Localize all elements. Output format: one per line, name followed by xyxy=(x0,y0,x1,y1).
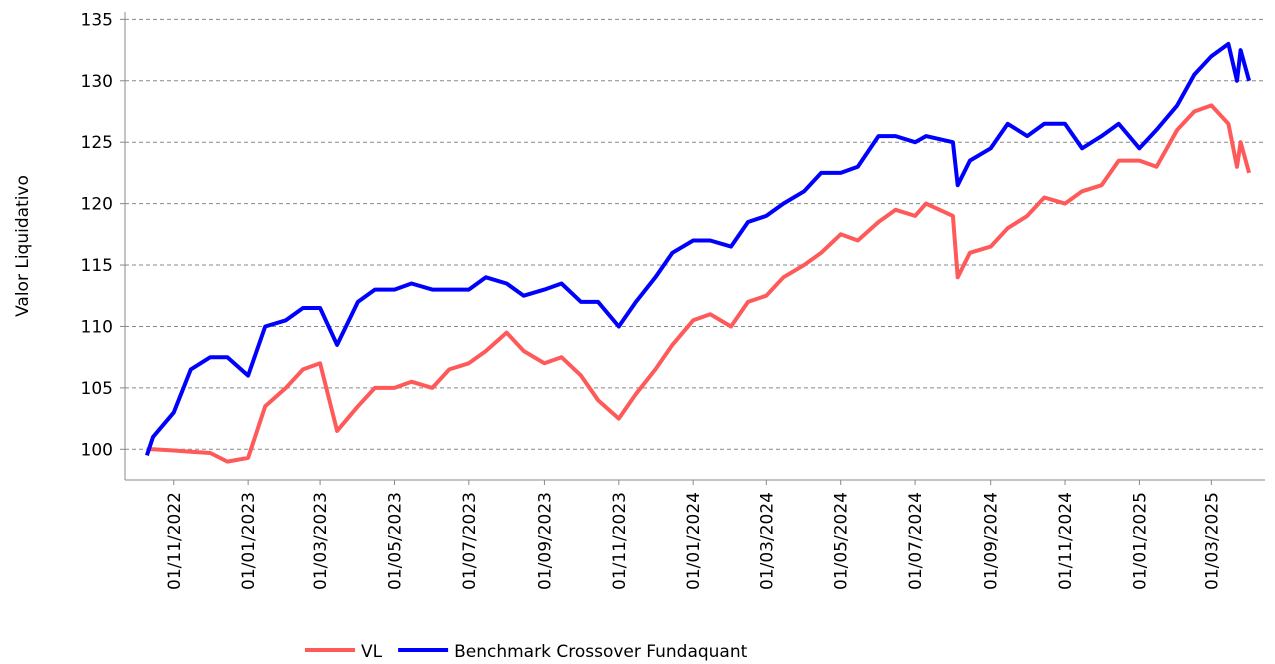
y-tick-label: 130 xyxy=(81,72,113,92)
x-tick-label: 01/03/2025 xyxy=(1202,492,1222,590)
series-line xyxy=(146,103,1252,464)
y-tick-label: 115 xyxy=(81,256,113,276)
y-tick-label: 110 xyxy=(81,317,113,337)
x-tick-label: 01/01/2025 xyxy=(1130,492,1150,590)
x-tick-label: 01/07/2024 xyxy=(906,492,926,590)
legend-label: VL xyxy=(361,642,383,662)
x-tick-label: 01/11/2024 xyxy=(1056,492,1076,590)
y-tick-label: 120 xyxy=(81,195,113,215)
x-tick-label: 01/07/2023 xyxy=(460,492,480,590)
x-tick-label: 01/05/2024 xyxy=(832,492,852,590)
x-tick-label: 01/11/2022 xyxy=(165,492,185,590)
x-tick-label: 01/09/2023 xyxy=(535,492,555,590)
x-tick-label: 01/01/2023 xyxy=(239,492,259,590)
x-tick-label: 01/01/2024 xyxy=(684,492,704,590)
x-tick-label: 01/05/2023 xyxy=(385,492,405,590)
y-tick-label: 105 xyxy=(81,379,113,399)
x-tick-label: 01/03/2023 xyxy=(311,492,331,590)
y-tick-label: 125 xyxy=(81,133,113,153)
y-axis-label: Valor Liquidativo xyxy=(13,175,33,317)
x-tick-label: 01/03/2024 xyxy=(757,492,777,590)
x-tick-label: 01/11/2023 xyxy=(610,492,630,590)
x-tick-label: 01/09/2024 xyxy=(982,492,1002,590)
y-tick-label: 100 xyxy=(81,440,113,460)
series-line xyxy=(145,41,1252,457)
legend-label: Benchmark Crossover Fundaquant xyxy=(454,642,748,662)
y-tick-label: 135 xyxy=(81,10,113,30)
